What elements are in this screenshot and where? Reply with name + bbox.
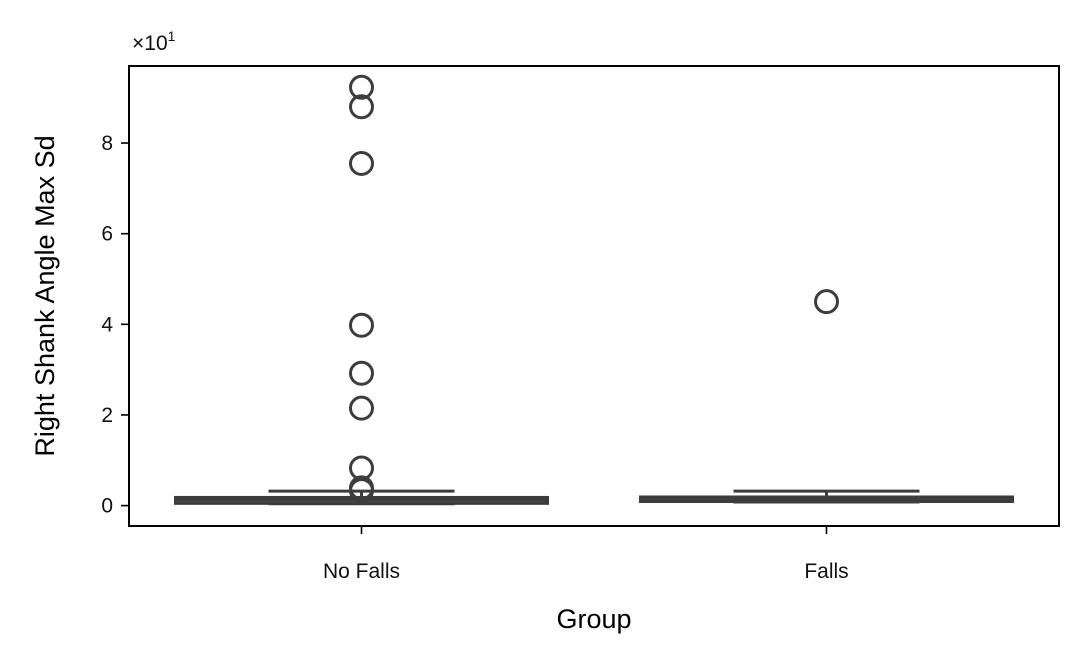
y-axis-label: Right Shank Angle Max Sd — [30, 135, 60, 456]
outlier-no-falls-8 — [349, 478, 374, 504]
x-axis-label: Group — [556, 604, 631, 634]
y-tick-label-4: 8 — [101, 132, 113, 155]
plot-marks — [174, 74, 1014, 506]
plot-frame — [128, 65, 1060, 527]
y-axis: 0 2 4 6 8 — [101, 132, 129, 518]
box-group-no-falls — [174, 74, 549, 506]
y-tick-label-0: 0 — [101, 495, 113, 518]
x-tick-label-1: Falls — [804, 560, 848, 583]
outlier-falls-0 — [814, 289, 839, 315]
y-tick-label-2: 4 — [101, 313, 113, 336]
outlier-no-falls-1 — [349, 94, 374, 120]
y-tick-label-3: 6 — [101, 223, 113, 246]
box-group-falls — [639, 289, 1014, 504]
outlier-no-falls-0 — [349, 74, 374, 100]
outlier-no-falls-2 — [349, 150, 374, 176]
x-axis: No Falls Falls — [323, 526, 849, 583]
x-tick-label-0: No Falls — [323, 560, 400, 583]
outlier-no-falls-4 — [349, 360, 374, 386]
y-multiplier-exponent: 1 — [168, 28, 176, 44]
y-multiplier-label: ×101 — [132, 28, 176, 55]
outlier-no-falls-3 — [349, 312, 374, 338]
outlier-no-falls-5 — [349, 395, 374, 421]
y-tick-label-1: 2 — [101, 404, 113, 427]
